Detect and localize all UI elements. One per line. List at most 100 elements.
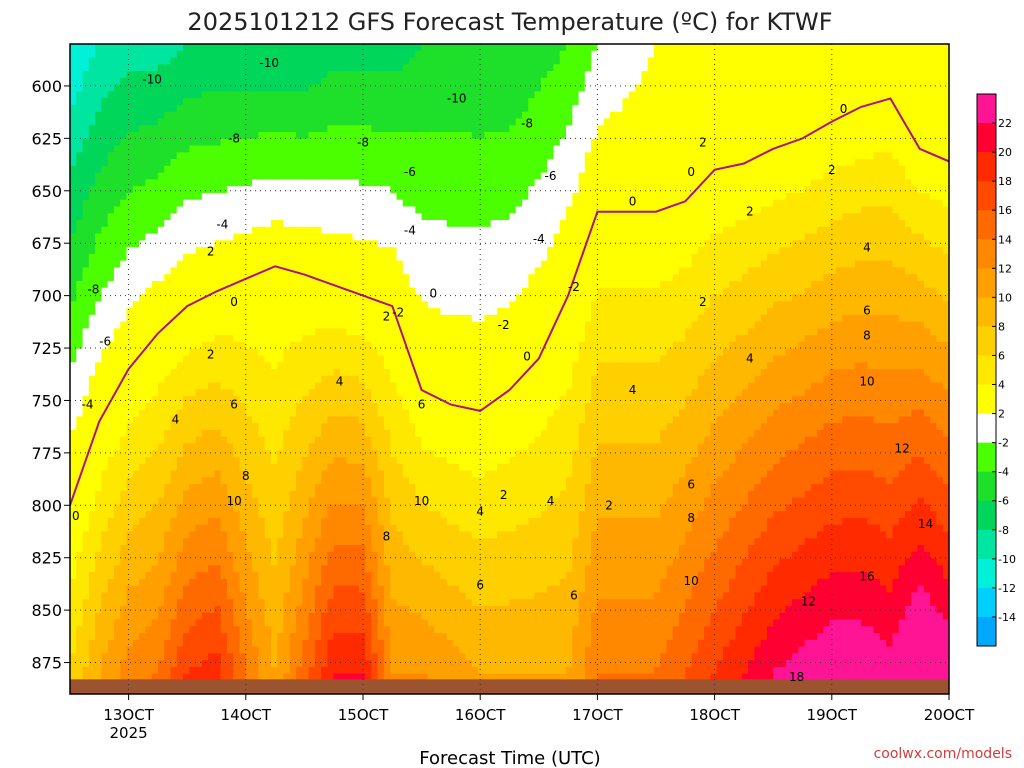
temperature-cell [641,165,649,174]
temperature-cell [704,84,712,92]
temperature-cell [396,226,404,235]
temperature-cell [603,280,611,289]
temperature-cell [691,145,699,153]
temperature-cell [352,165,360,174]
temperature-cell [873,260,881,269]
temperature-cell [810,132,818,140]
temperature-cell [540,206,548,214]
temperature-cell [214,77,222,86]
temperature-cell [804,44,812,52]
temperature-cell [339,159,347,167]
temperature-cell [176,152,184,160]
temperature-cell [578,192,586,201]
temperature-cell [923,220,931,228]
temperature-cell [540,213,548,221]
temperature-cell [766,77,774,86]
temperature-cell [848,186,856,194]
temperature-cell [647,84,655,92]
temperature-cell [741,57,749,65]
temperature-cell [886,125,894,133]
temperature-cell [704,118,712,126]
temperature-cell [609,199,617,208]
temperature-cell [779,172,787,181]
temperature-cell [603,125,611,133]
temperature-cell [785,64,793,72]
temperature-cell [522,159,529,167]
temperature-cell [553,213,561,221]
temperature-cell [88,98,96,106]
temperature-cell [88,159,96,167]
temperature-cell [823,57,831,65]
temperature-cell [760,57,768,65]
temperature-cell [396,206,404,214]
temperature-cell [823,125,831,133]
temperature-cell [132,44,140,52]
temperature-cell [283,84,291,92]
temperature-cell [88,233,96,241]
temperature-cell [553,199,561,208]
temperature-cell [459,159,467,167]
temperature-cell [139,199,146,208]
temperature-cell [270,104,278,113]
temperature-cell [421,132,429,140]
temperature-cell [277,98,285,106]
temperature-cell [666,226,674,235]
temperature-cell [622,179,630,187]
temperature-cell [603,138,611,147]
temperature-cell [371,77,379,86]
temperature-cell [258,172,266,181]
temperature-cell [176,98,184,106]
temperature-cell [559,118,567,126]
temperature-cell [735,44,743,52]
temperature-cell [189,213,197,221]
temperature-cell [710,77,718,86]
temperature-cell [377,280,385,289]
temperature-cell [685,206,693,214]
temperature-cell [748,226,755,235]
temperature-cell [239,125,247,133]
temperature-cell [402,44,410,52]
temperature-cell [70,64,77,72]
temperature-cell [873,253,881,262]
temperature-cell [214,260,222,269]
temperature-cell [126,64,134,72]
temperature-cell [120,186,128,194]
temperature-cell [377,206,385,214]
temperature-cell [145,118,153,126]
temperature-cell [829,77,837,86]
temperature-cell [798,165,806,174]
temperature-cell [195,98,203,106]
temperature-cell [848,44,856,52]
temperature-cell [716,260,724,269]
temperature-cell [113,260,121,269]
temperature-cell [722,192,730,201]
temperature-cell [735,50,743,59]
temperature-cell [440,240,448,248]
temperature-cell [817,220,825,228]
temperature-cell [113,253,121,262]
temperature-cell [503,44,511,52]
temperature-cell [892,220,900,228]
temperature-cell [239,253,247,262]
temperature-cell [572,64,580,72]
temperature-cell [434,138,442,147]
temperature-cell [327,213,335,221]
temperature-cell [339,84,347,92]
temperature-cell [270,233,278,241]
temperature-cell [798,91,806,99]
temperature-cell [729,98,737,106]
temperature-cell [415,84,423,92]
temperature-cell [578,71,586,79]
temperature-cell [277,179,285,187]
temperature-cell [641,132,649,140]
temperature-cell [848,179,856,187]
temperature-cell [710,253,718,262]
temperature-cell [628,138,636,147]
temperature-cell [741,220,749,228]
temperature-cell [189,50,197,59]
temperature-cell [710,71,718,79]
temperature-cell [352,98,360,106]
temperature-cell [471,71,479,79]
temperature-cell [685,57,693,65]
temperature-cell [854,172,862,181]
